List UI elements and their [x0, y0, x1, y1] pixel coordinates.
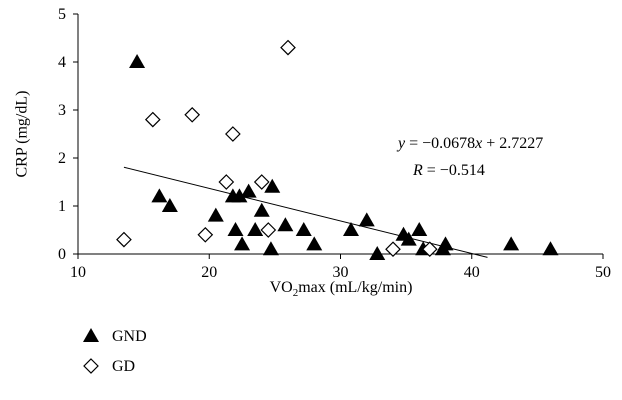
legend-diamond-icon — [83, 358, 99, 374]
x-axis-ticks: 10 20 30 40 50 — [70, 254, 611, 281]
legend-triangle-icon — [83, 328, 99, 342]
gnd-point — [503, 236, 520, 251]
gd-point — [253, 174, 270, 190]
y-tick-label: 3 — [58, 102, 66, 119]
gnd-point — [411, 222, 428, 236]
y-axis-label: CRP (mg/dL) — [14, 91, 31, 178]
y-tick-label: 0 — [58, 246, 66, 263]
x-axis-label-rest: max (mL/kg/min) — [298, 279, 412, 296]
gd-point — [144, 111, 161, 128]
eq-x: x — [474, 135, 482, 152]
legend: GND GD — [83, 328, 147, 375]
gnd-point — [343, 222, 359, 236]
gnd-point — [400, 231, 417, 246]
x-tick-label: 40 — [464, 264, 480, 281]
gnd-point — [240, 183, 257, 198]
gnd-point — [358, 212, 375, 227]
legend-label-gnd: GND — [112, 328, 147, 345]
gd-point — [184, 106, 201, 123]
x-axis-label: VO2max (mL/kg/min) — [270, 279, 413, 299]
gnd-point — [264, 178, 281, 193]
r-label: R — [412, 162, 423, 179]
gnd-point — [369, 246, 386, 260]
y-tick-label: 2 — [58, 150, 66, 167]
gnd-point — [306, 236, 323, 251]
gd-point — [260, 222, 277, 238]
gd-point — [421, 241, 438, 258]
gnd-point — [542, 241, 559, 256]
legend-label-gd: GD — [112, 358, 135, 375]
correlation-coefficient: R = −0.514 — [412, 162, 485, 179]
gnd-point — [253, 202, 270, 217]
gnd-point — [227, 222, 244, 236]
data-points — [116, 39, 559, 260]
gd-point — [218, 174, 235, 190]
gd-point — [225, 126, 241, 142]
trendline — [123, 166, 488, 258]
y-tick-label: 4 — [58, 54, 66, 71]
y-tick-label: 1 — [58, 198, 66, 215]
gnd-point — [129, 54, 146, 68]
gd-point — [197, 226, 214, 243]
x-tick-label: 10 — [70, 264, 86, 281]
gd-point — [280, 39, 296, 56]
gnd-point — [151, 188, 168, 203]
y-tick-label: 5 — [58, 6, 66, 23]
x-tick-label: 20 — [201, 264, 217, 281]
gnd-point — [277, 217, 294, 232]
gnd-point — [262, 241, 279, 256]
y-axis-ticks: 0 1 2 3 4 5 — [58, 6, 78, 263]
eq-y: y — [396, 135, 406, 152]
gd-point — [385, 241, 401, 258]
eq-tail: + 2.7227 — [482, 135, 543, 152]
gnd-point — [161, 198, 178, 212]
gnd-point — [295, 222, 312, 236]
eq-middle: = −0.0678 — [405, 135, 475, 152]
x-axis-label-main: VO — [270, 279, 293, 296]
r-value: = −0.514 — [423, 162, 485, 179]
gnd-point — [247, 222, 264, 236]
x-tick-label: 30 — [333, 264, 349, 281]
gnd-point — [437, 236, 454, 251]
regression-equation: y = −0.0678x + 2.7227 — [396, 135, 543, 152]
gnd-point — [207, 207, 224, 222]
x-tick-label: 50 — [595, 264, 611, 281]
gnd-point — [234, 236, 251, 251]
gnd-point — [231, 188, 248, 203]
gd-point — [116, 231, 132, 248]
x-axis-label-sub: 2 — [293, 287, 299, 299]
